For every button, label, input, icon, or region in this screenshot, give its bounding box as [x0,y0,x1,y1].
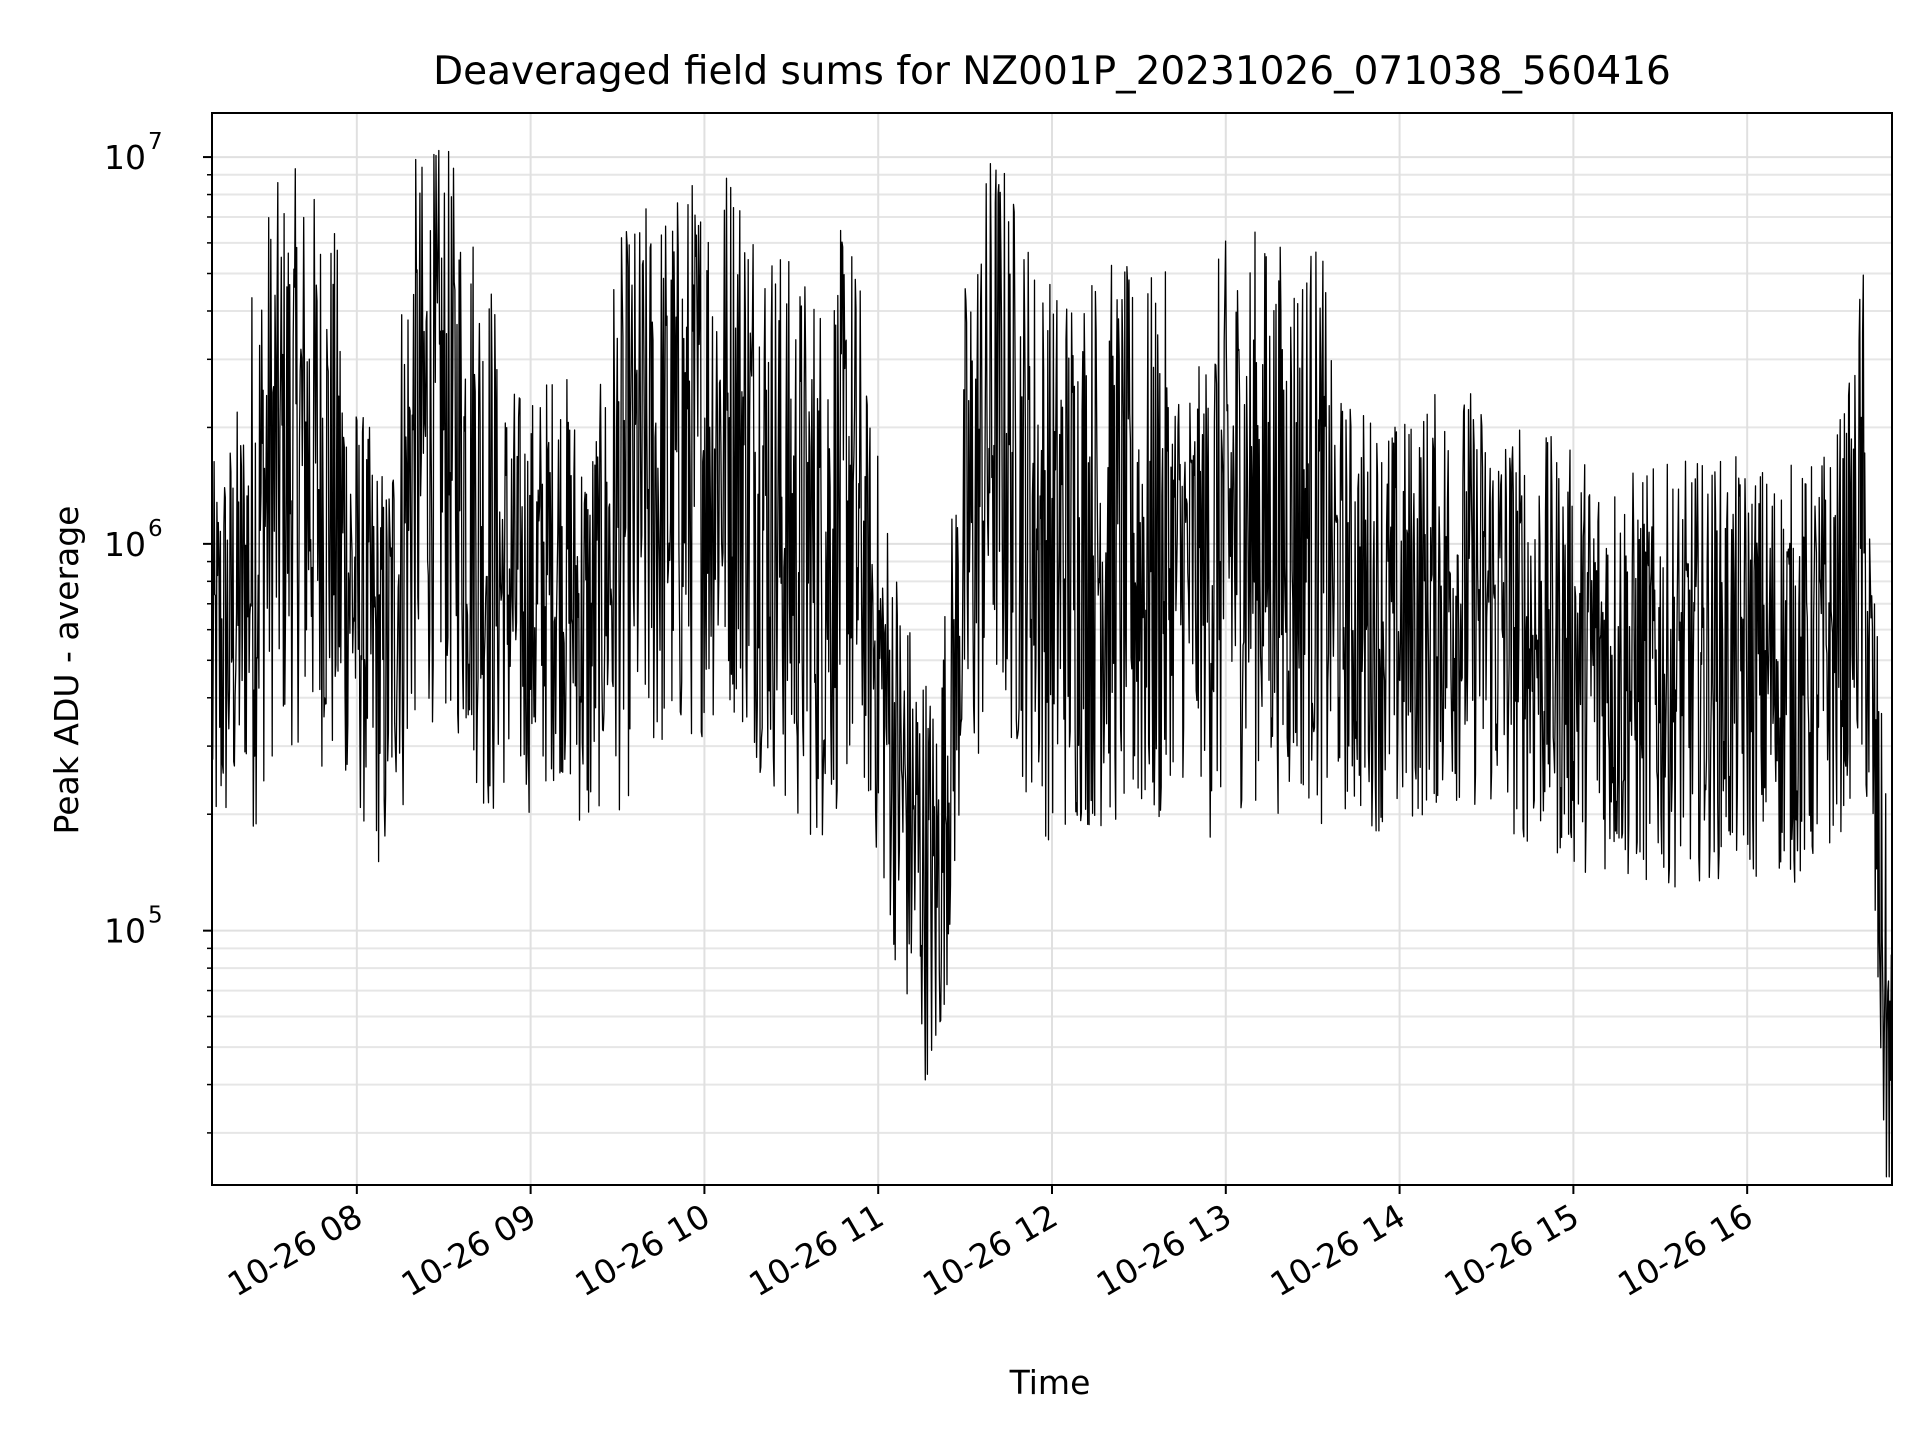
chart-title: Deaveraged field sums for NZ001P_2023102… [433,49,1671,94]
plot-area [211,149,1893,1178]
x-axis-label: Time [1009,1363,1091,1402]
y-tick-exponent: 5 [148,903,163,929]
series-line [211,149,1893,1178]
y-tick-label: 10 [104,912,146,951]
y-tick-exponent: 7 [148,129,163,155]
y-tick-label: 10 [104,525,146,564]
y-tick-label: 10 [104,138,146,177]
y-tick-exponent: 6 [148,516,163,542]
y-axis-label: Peak ADU - average [47,506,86,835]
